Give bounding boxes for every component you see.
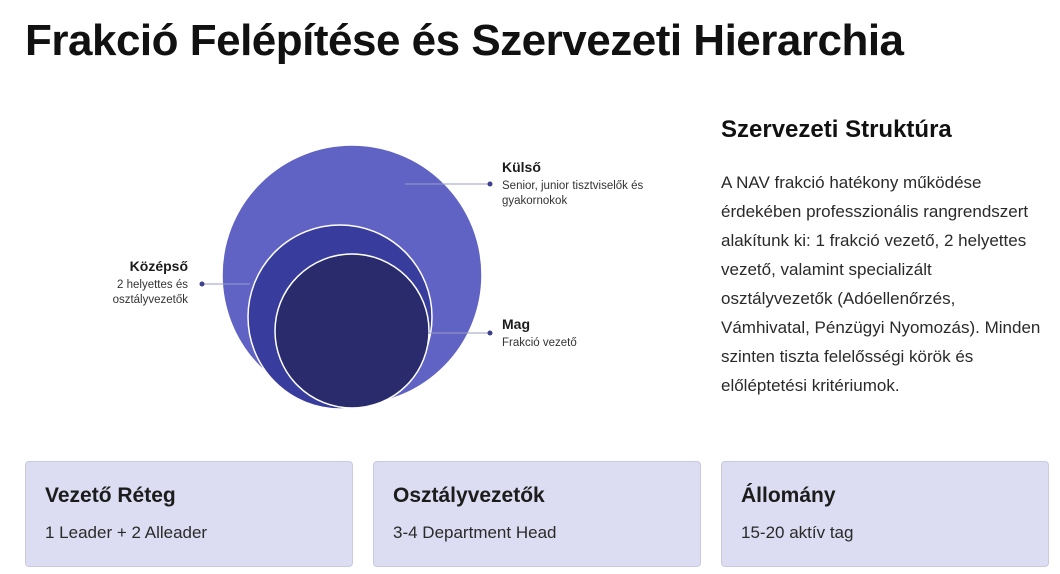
- structure-description: Szervezeti Struktúra A NAV frakció haték…: [721, 112, 1043, 400]
- card-leadership-layer: Vezető Réteg 1 Leader + 2 Alleader: [25, 461, 353, 567]
- middle-layer-title: Középső: [129, 258, 188, 274]
- card-value: 15-20 aktív tag: [741, 523, 854, 542]
- onion-diagram: Külső Senior, junior tisztviselők és gya…: [60, 144, 677, 410]
- card-title: Osztályvezetők: [393, 484, 545, 507]
- outer-connector-dot: [487, 181, 493, 187]
- core-layer-circle: [274, 253, 430, 409]
- structure-text: A NAV frakció hatékony működése érdekébe…: [721, 173, 1041, 395]
- structure-title: Szervezeti Struktúra: [721, 116, 952, 143]
- card-title: Vezető Réteg: [45, 484, 176, 507]
- card-value: 1 Leader + 2 Alleader: [45, 523, 208, 542]
- core-connector-dot: [487, 330, 493, 336]
- outer-layer-label: Külső Senior, junior tisztviselők és gya…: [502, 158, 677, 209]
- middle-connector-dot: [199, 281, 205, 287]
- middle-layer-description: 2 helyettes és osztályvezetők: [112, 279, 188, 306]
- core-layer-title: Mag: [502, 316, 530, 332]
- card-value: 3-4 Department Head: [393, 523, 557, 542]
- core-layer-label: Mag Frakció vezető: [502, 315, 677, 351]
- onion-diagram-graphic: [199, 144, 493, 410]
- middle-layer-label: Középső 2 helyettes és osztályvezetők: [60, 257, 188, 308]
- card-department-heads: Osztályvezetők 3-4 Department Head: [373, 461, 701, 567]
- card-title: Állomány: [741, 484, 836, 507]
- outer-layer-description: Senior, junior tisztviselők és gyakornok…: [502, 180, 644, 207]
- core-layer-description: Frakció vezető: [502, 337, 577, 349]
- card-staff: Állomány 15-20 aktív tag: [721, 461, 1049, 567]
- page-title: Frakció Felépítése és Szervezeti Hierarc…: [25, 16, 904, 65]
- outer-layer-title: Külső: [502, 159, 541, 175]
